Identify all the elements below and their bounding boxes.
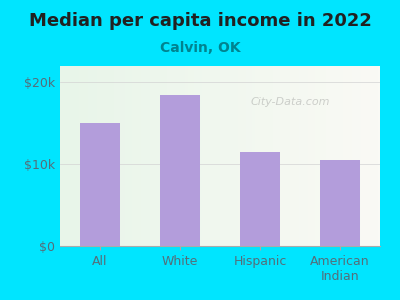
Text: Calvin, OK: Calvin, OK [160,40,240,55]
Bar [80,123,120,246]
Text: City-Data.com: City-Data.com [251,97,330,107]
Bar [160,94,200,246]
Bar [240,152,280,246]
Text: Median per capita income in 2022: Median per capita income in 2022 [28,12,372,30]
Bar [320,160,360,246]
